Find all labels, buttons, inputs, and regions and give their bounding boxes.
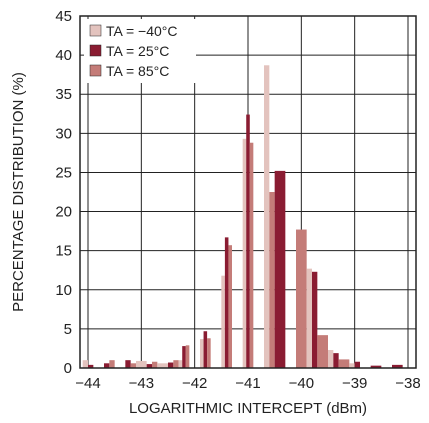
bar-s2-b4 bbox=[130, 363, 136, 368]
legend-label-1: TA = 25°C bbox=[106, 43, 169, 59]
bar-s2-b13 bbox=[228, 245, 232, 368]
bar-s0-b21 bbox=[306, 268, 312, 368]
x-tick-label-6: −38 bbox=[395, 375, 420, 392]
bar-s0-b25 bbox=[349, 363, 355, 368]
bar-s0-b17 bbox=[264, 65, 270, 368]
bar-s2-b6 bbox=[152, 361, 158, 368]
bar-s1-b9 bbox=[182, 346, 186, 368]
bar-s1-b4 bbox=[125, 360, 131, 368]
bar-s1-b11 bbox=[203, 331, 208, 368]
plot-frame bbox=[79, 15, 417, 369]
bar-s2-b11 bbox=[207, 338, 211, 368]
bar-s1-b18 bbox=[274, 170, 286, 368]
legend-label-2: TA = 85°C bbox=[106, 63, 169, 79]
x-tick-label-1: −43 bbox=[129, 375, 154, 392]
bar-s1-b29 bbox=[392, 364, 403, 368]
y-tick-label-3: 15 bbox=[55, 243, 72, 260]
bar-s1-b2 bbox=[104, 363, 110, 368]
bar-s1-b27 bbox=[370, 365, 382, 368]
bar-s0-b9 bbox=[178, 360, 183, 368]
x-tick-label-2: −42 bbox=[182, 375, 207, 392]
bar-s1-b6 bbox=[146, 364, 152, 368]
bar-s2-b24 bbox=[338, 359, 350, 368]
x-tick-label-4: −40 bbox=[289, 375, 314, 392]
x-axis-title: LOGARITHMIC INTERCEPT (dBm) bbox=[129, 400, 367, 417]
x-tick-labels: −44 −43 −42 −41 −40 −39 −38 bbox=[75, 375, 420, 392]
bar-s1-b0 bbox=[88, 364, 94, 368]
x-tick-label-5: −39 bbox=[342, 375, 367, 392]
bar-s0-b7 bbox=[157, 363, 168, 368]
histogram-bars bbox=[82, 65, 403, 368]
bar-s2-b20 bbox=[296, 229, 307, 368]
x-tick-label-3: −41 bbox=[235, 375, 260, 392]
bar-s1-b23 bbox=[333, 353, 339, 368]
bar-s0-b15 bbox=[242, 138, 247, 368]
legend-background bbox=[84, 19, 196, 83]
legend-label-0: TA = −40°C bbox=[106, 23, 178, 39]
bar-s2-b2 bbox=[109, 360, 115, 368]
y-axis-title: PERCENTAGE DISTRIBUTION (%) bbox=[10, 72, 27, 312]
y-tick-label-4: 20 bbox=[55, 204, 72, 221]
bar-s0-b0 bbox=[82, 360, 88, 368]
y-tick-label-0: 0 bbox=[64, 360, 72, 377]
y-tick-label-7: 35 bbox=[55, 86, 72, 103]
bar-s1-b21 bbox=[312, 271, 318, 368]
legend: TA = −40°C TA = 25°C TA = 85°C bbox=[84, 19, 196, 83]
bar-s1-b25 bbox=[354, 361, 360, 368]
bar-s2-b9 bbox=[185, 345, 190, 368]
bar-s1-b13 bbox=[224, 237, 229, 368]
y-tick-label-9: 45 bbox=[55, 8, 72, 25]
y-tick-label-2: 10 bbox=[55, 282, 72, 299]
bar-s0-b11 bbox=[200, 339, 204, 368]
legend-swatch-2 bbox=[89, 64, 102, 77]
legend-swatch-0 bbox=[89, 24, 102, 37]
y-tick-label-1: 5 bbox=[64, 321, 72, 338]
y-tick-labels: 0 5 10 15 20 25 30 35 40 45 bbox=[55, 8, 72, 377]
bar-s1-b8 bbox=[168, 362, 174, 368]
bar-s0-b13 bbox=[221, 275, 225, 368]
y-tick-label-6: 30 bbox=[55, 125, 72, 142]
bar-s2-b15 bbox=[249, 142, 254, 368]
bar-s0-b5 bbox=[136, 360, 147, 368]
x-tick-label-0: −44 bbox=[75, 375, 100, 392]
legend-swatch-1 bbox=[89, 44, 102, 57]
y-tick-label-8: 40 bbox=[55, 47, 72, 64]
bar-s2-b8 bbox=[173, 360, 179, 368]
y-tick-label-5: 25 bbox=[55, 164, 72, 181]
bar-s0-b23 bbox=[328, 350, 334, 368]
bar-s2-b17 bbox=[269, 192, 275, 368]
bar-s1-b15 bbox=[246, 114, 250, 368]
bar-s2-b22 bbox=[317, 335, 328, 368]
